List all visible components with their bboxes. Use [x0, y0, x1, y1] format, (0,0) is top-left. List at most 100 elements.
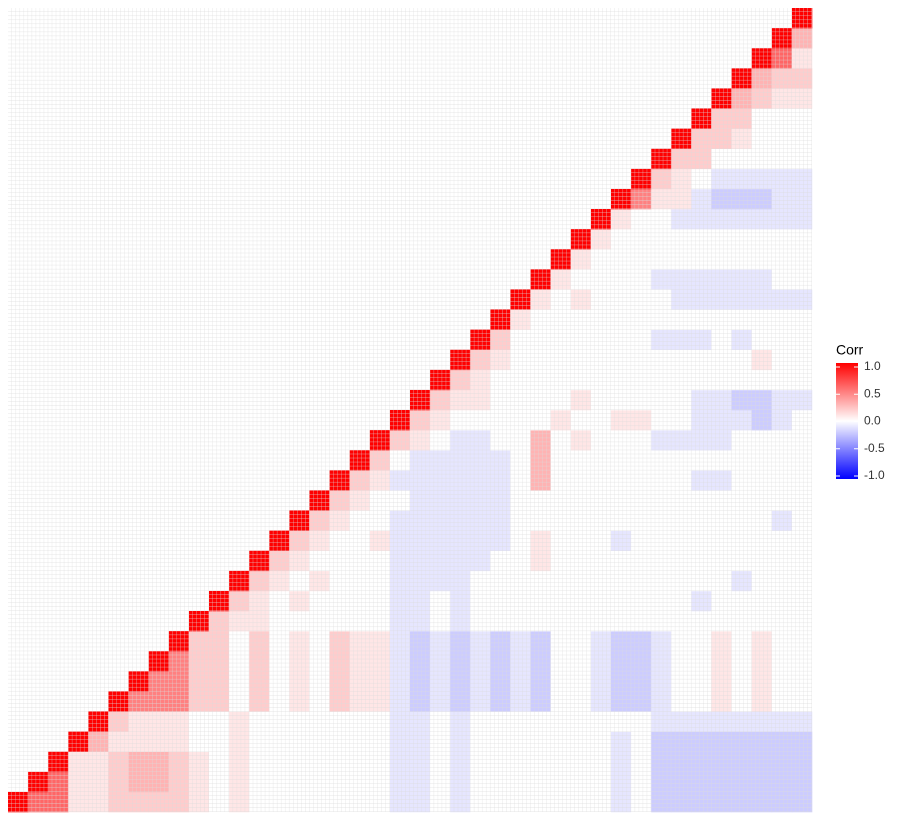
- cell: [651, 410, 672, 431]
- cell: [369, 530, 391, 551]
- cell: [550, 631, 572, 652]
- cell: [490, 410, 511, 431]
- cell: [771, 48, 793, 69]
- cell: [771, 369, 793, 391]
- cell: [711, 209, 732, 230]
- cell: [570, 570, 592, 592]
- cell: [731, 249, 752, 270]
- cell: [188, 691, 210, 712]
- cell: [369, 510, 391, 531]
- cell: [771, 108, 793, 129]
- cell: [188, 651, 210, 672]
- cell: [168, 751, 190, 773]
- cell: [631, 731, 652, 752]
- cell: [329, 490, 350, 511]
- cell: [550, 410, 572, 431]
- cell: [691, 691, 712, 712]
- cell: [48, 751, 69, 773]
- cell: [751, 711, 773, 732]
- cell: [570, 510, 592, 531]
- cell: [751, 530, 773, 551]
- cell: [410, 691, 431, 712]
- cell: [490, 470, 511, 491]
- cell: [631, 329, 652, 350]
- cell: [731, 269, 752, 290]
- cell: [550, 389, 572, 411]
- cell: [671, 369, 692, 391]
- cell: [269, 771, 290, 793]
- cell: [651, 168, 672, 190]
- cell: [570, 490, 592, 511]
- cell: [791, 229, 813, 250]
- cell: [711, 389, 732, 411]
- cell: [671, 229, 692, 250]
- cell: [530, 289, 551, 310]
- cell: [631, 309, 652, 330]
- cell: [731, 389, 752, 411]
- cell: [410, 771, 431, 793]
- cell: [289, 590, 310, 612]
- cell: [791, 128, 813, 149]
- cell: [711, 590, 732, 612]
- cell: [490, 530, 511, 551]
- cell: [329, 771, 350, 793]
- cell: [550, 611, 572, 632]
- cell: [771, 611, 793, 632]
- cell: [389, 691, 411, 712]
- cell: [349, 611, 371, 632]
- cell: [490, 490, 511, 511]
- cell: [671, 389, 692, 411]
- cell: [731, 430, 752, 451]
- cell: [570, 731, 592, 752]
- cell: [550, 470, 572, 491]
- cell: [229, 771, 250, 793]
- cell: [389, 490, 411, 511]
- cell: [188, 631, 210, 652]
- cell: [631, 590, 652, 612]
- cell: [590, 430, 612, 451]
- cell: [791, 470, 813, 491]
- cell: [450, 611, 471, 632]
- cell: [611, 510, 632, 531]
- cell: [490, 590, 511, 612]
- cell: [470, 691, 491, 712]
- cell: [631, 209, 652, 230]
- cell: [791, 88, 813, 109]
- cell: [389, 611, 411, 632]
- cell: [369, 791, 391, 813]
- cell: [550, 309, 572, 330]
- cell: [651, 651, 672, 672]
- cell: [731, 691, 752, 712]
- cell: [791, 430, 813, 451]
- cell: [349, 510, 371, 531]
- cell: [651, 389, 672, 411]
- cell: [510, 309, 531, 330]
- cell: [389, 450, 411, 471]
- legend-tick-label: -1.0: [864, 468, 885, 482]
- cell: [229, 731, 250, 752]
- cell: [410, 611, 431, 632]
- cell: [570, 329, 592, 350]
- cell: [450, 490, 471, 511]
- cell: [450, 751, 471, 773]
- cell: [590, 751, 612, 773]
- cell: [691, 731, 712, 752]
- cell: [751, 329, 773, 350]
- cell: [490, 550, 511, 572]
- cell: [530, 771, 551, 793]
- cell: [430, 671, 451, 692]
- cell: [671, 490, 692, 511]
- cell: [229, 691, 250, 712]
- cell: [148, 791, 170, 813]
- cell: [651, 430, 672, 451]
- cell: [631, 711, 652, 732]
- cell: [731, 490, 752, 511]
- cell: [329, 570, 350, 592]
- cell: [611, 470, 632, 491]
- cell: [711, 188, 732, 210]
- cell: [691, 751, 712, 773]
- cell: [550, 369, 572, 391]
- cell: [470, 791, 491, 813]
- cell: [550, 510, 572, 531]
- cell: [751, 570, 773, 592]
